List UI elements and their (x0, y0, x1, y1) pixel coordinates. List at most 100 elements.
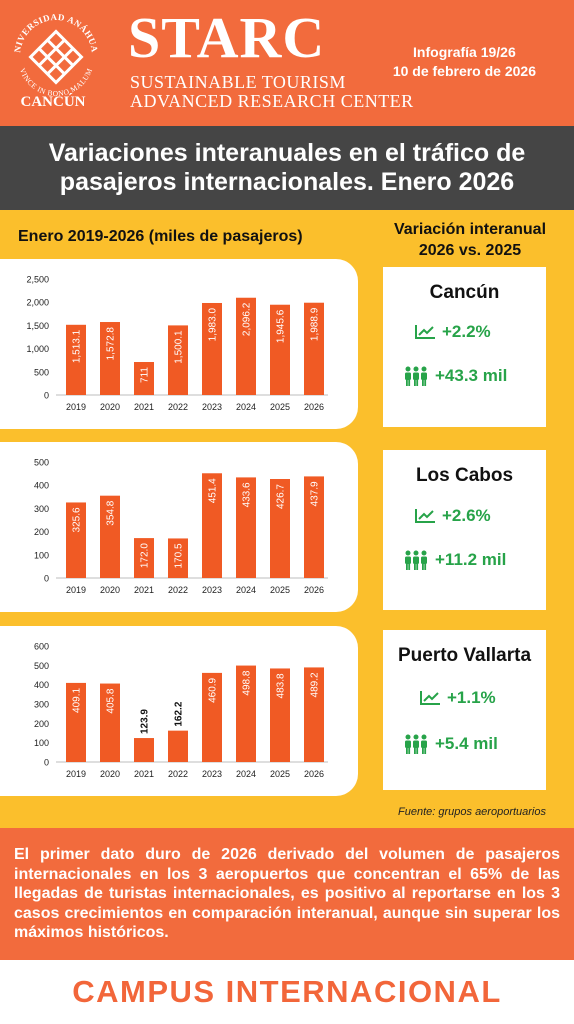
bar (134, 362, 154, 395)
university-seal-logo: UNIVERSIDAD ANÁHUAC VINCE IN BONO MALUM (6, 6, 99, 98)
x-tick-label: 2020 (100, 402, 120, 412)
summary-text: El primer dato duro de 2026 derivado del… (14, 846, 560, 941)
data-label: 2,096.2 (242, 302, 253, 336)
data-label: 162.2 (174, 701, 185, 726)
starc-subtitle-line1: SUSTAINABLE TOURISM (130, 72, 346, 92)
bar (270, 304, 290, 395)
header-band: UNIVERSIDAD ANÁHUAC VINCE IN BONO MALUM … (0, 0, 574, 126)
bar-chart-cancun: 0 500 1,000 1,500 2,000 2,500 2019 1,513.1 2020 1… (26, 275, 328, 412)
chart-panel-puerto-vallarta: 0 100 200 300 400 500 600 2019 409.1 2020 405.8 202… (0, 626, 358, 796)
variation-heading: Variación interanual 2026 vs. 2025 (370, 219, 570, 261)
x-tick-label: 2023 (202, 769, 222, 779)
bar (236, 297, 256, 395)
bar (270, 668, 290, 762)
y-tick-label: 0 (44, 574, 49, 584)
chart-panel-cancun: 0 500 1,000 1,500 2,000 2,500 2019 1,513.1 2020 1… (0, 259, 358, 429)
starc-subtitle-line2: ADVANCED RESEARCH CENTER (130, 91, 414, 111)
data-label: 1,983.0 (208, 308, 219, 342)
x-tick-label: 2022 (168, 585, 188, 595)
y-tick-label: 500 (34, 367, 49, 377)
infographic-number: Infografía 19/26 (413, 44, 516, 60)
data-label: 354.8 (106, 500, 117, 525)
x-tick-label: 2024 (236, 585, 256, 595)
bar (66, 502, 86, 578)
campus-name: CANCÚN (20, 94, 86, 110)
abs-change: +43.3 mil (435, 366, 508, 385)
source-note: Fuente: grupos aeroportuarios (398, 806, 546, 818)
y-tick-label: 400 (34, 680, 49, 690)
pct-change-row: +2.6% (414, 506, 491, 526)
data-label: 433.6 (242, 482, 253, 507)
bar (66, 682, 86, 762)
x-tick-label: 2021 (134, 585, 154, 595)
airport-name: Puerto Vallarta (397, 645, 532, 666)
bar (134, 738, 154, 762)
x-tick-label: 2026 (304, 585, 324, 595)
y-tick-label: 2,000 (26, 298, 49, 308)
data-label: 172.0 (140, 543, 151, 568)
x-tick-label: 2022 (168, 402, 188, 412)
title-line2: pasajeros internacionales. Enero 2026 (59, 168, 515, 196)
data-label: 1,945.6 (276, 309, 287, 343)
x-tick-label: 2026 (304, 402, 324, 412)
y-tick-label: 600 (34, 642, 49, 652)
x-tick-label: 2019 (66, 402, 86, 412)
people-group-icon (405, 734, 427, 754)
y-tick-label: 400 (34, 481, 49, 491)
data-label: 1,572.8 (106, 327, 117, 361)
trend-up-icon (415, 509, 435, 523)
bar (304, 476, 324, 578)
bar (236, 477, 256, 578)
y-tick-label: 200 (34, 527, 49, 537)
y-tick-label: 500 (34, 661, 49, 671)
data-label: 426.7 (276, 484, 287, 509)
abs-change-row: +43.3 mil (403, 366, 507, 386)
bar (236, 665, 256, 762)
y-tick-label: 300 (34, 700, 49, 710)
x-tick-label: 2021 (134, 769, 154, 779)
data-label: 405.8 (106, 688, 117, 713)
issue-info: Infografía 19/26 10 de febrero de 2026 (393, 43, 536, 81)
bar (168, 538, 188, 578)
data-label: 325.6 (72, 507, 83, 532)
x-tick-label: 2020 (100, 585, 120, 595)
y-tick-label: 1,000 (26, 344, 49, 354)
data-label: 451.4 (208, 478, 219, 503)
x-tick-label: 2025 (270, 769, 290, 779)
title-line1: Variaciones interanuales en el tráfico d… (48, 139, 526, 167)
x-tick-label: 2021 (134, 402, 154, 412)
data-label: 1,988.9 (310, 307, 321, 341)
data-label: 437.9 (310, 481, 321, 506)
trend-up-icon (420, 691, 440, 705)
pct-change: +1.1% (447, 688, 496, 707)
publication-date: 10 de febrero de 2026 (392, 63, 536, 79)
data-label: 489.2 (310, 672, 321, 697)
abs-change: +5.4 mil (435, 734, 498, 753)
y-tick-label: 1,500 (26, 321, 49, 331)
people-group-icon (405, 550, 427, 570)
y-tick-label: 100 (34, 738, 49, 748)
x-tick-label: 2019 (66, 585, 86, 595)
x-tick-label: 2024 (236, 402, 256, 412)
x-tick-label: 2019 (66, 769, 86, 779)
y-tick-label: 2,500 (26, 275, 49, 285)
x-tick-label: 2023 (202, 402, 222, 412)
pct-change-row: +2.2% (414, 322, 491, 342)
stat-card-cancun: Cancún +2.2% +43.3 mil (383, 267, 546, 427)
page-title: Variaciones interanuales en el tráfico d… (0, 126, 574, 210)
stat-card-puerto-vallarta: Puerto Vallarta +1.1% +5.4 mil (383, 630, 546, 790)
people-group-icon (405, 366, 427, 386)
data-label: 711 (140, 367, 151, 383)
y-tick-label: 200 (34, 719, 49, 729)
bar (168, 325, 188, 395)
y-tick-label: 500 (34, 458, 49, 468)
data-label: 1,513.1 (72, 329, 83, 363)
x-tick-label: 2020 (100, 769, 120, 779)
pct-change: +2.2% (442, 322, 491, 341)
data-label: 460.9 (208, 677, 219, 702)
abs-change: +11.2 mil (435, 550, 507, 569)
chart-panel-los-cabos: 0 100 200 300 400 500 2019 325.6 2020 354.8 2021 17… (0, 442, 358, 612)
airport-name: Los Cabos (415, 465, 514, 486)
trend-up-icon (415, 325, 435, 339)
